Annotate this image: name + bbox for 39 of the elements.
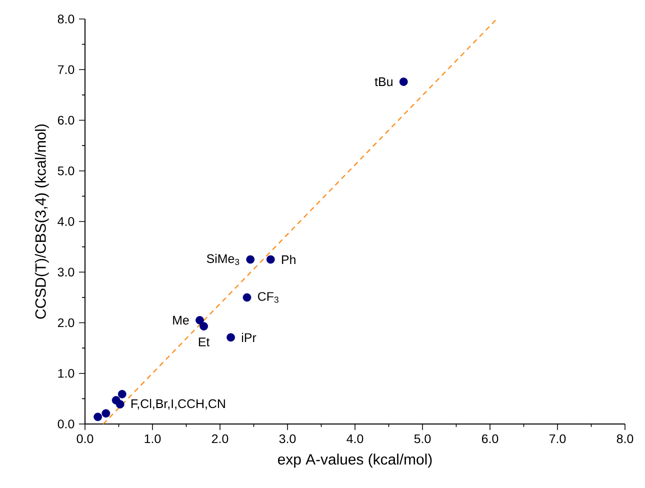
annotation: iPr [242,332,256,342]
x-axis-title: exp A-values (kcal/mol) [278,454,432,468]
point [266,255,275,264]
x-tick-label: 2.0 [212,434,228,444]
x-tick-label: 8.0 [616,434,634,444]
annotation: tBu [374,77,392,86]
y-tick-label: 4.0 [58,217,74,226]
point [94,412,102,422]
x-tick-label: 1.0 [144,434,161,444]
annotation: CF$_{3}$ [258,292,278,303]
annotation: Me [173,316,189,325]
y-tick-label: 8.0 [58,14,74,24]
y-tick-label: 6.0 [58,116,74,125]
annotation: SiMe$_{3}$ [206,254,240,265]
point [226,333,235,342]
x-tick-label: 0.0 [76,434,94,444]
annotation: Ph [282,254,296,264]
y-axis-title: CCSD(T)/CBS(3,4) (kcal/mol) [34,124,49,319]
annotation: Et [198,338,210,346]
y-tick-label: 5.0 [58,166,74,176]
point [116,400,124,408]
point [399,78,408,86]
y-tick-label: 0.0 [58,420,74,428]
x-tick-label: 7.0 [549,434,566,444]
x-tick-label: 6.0 [482,434,498,444]
point [200,322,208,330]
x-tick-label: 4.0 [346,434,364,444]
point [102,409,110,418]
point [242,293,252,302]
y-tick-label: 7.0 [58,65,74,74]
point [118,390,126,398]
y-tick-label: 2.0 [58,318,74,328]
y-tick-label: 3.0 [58,268,74,277]
x-tick-label: 3.0 [279,434,296,444]
point [196,316,204,324]
y-tick-label: 1.0 [58,368,74,378]
x-tick-label: 5.0 [414,434,431,444]
point [246,255,255,264]
annotation: F,Cl,Br,I,CCH,CN [131,398,225,410]
